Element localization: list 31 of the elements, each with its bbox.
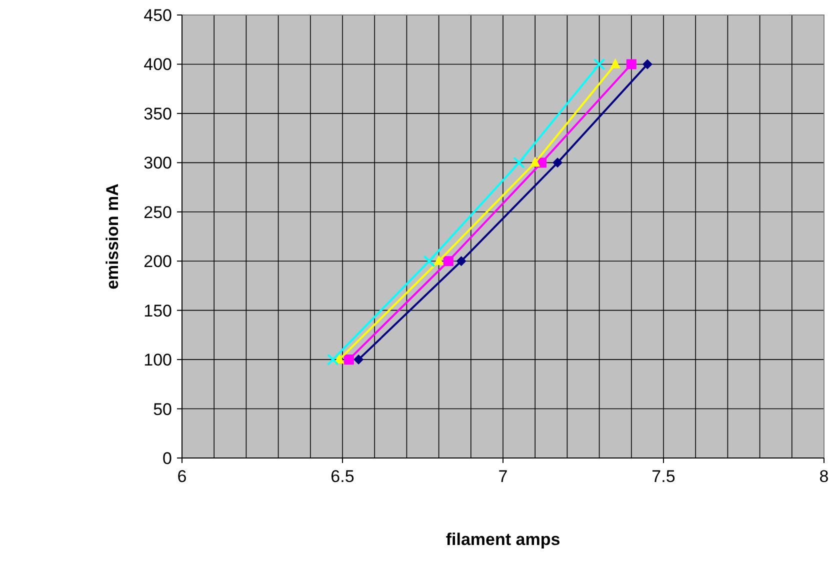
y-tick-label: 50: [153, 400, 172, 419]
y-tick-label: 200: [144, 252, 172, 272]
point: [530, 156, 540, 167]
x-tick-label: 6: [177, 467, 187, 486]
y-tick-label: 150: [144, 301, 172, 320]
x-tick-label: 7.5: [652, 467, 676, 486]
y-tick-label: 250: [144, 202, 172, 222]
point: [593, 58, 606, 70]
x-tick-label: 7: [498, 467, 508, 486]
point: [642, 59, 652, 70]
y-axis-title: emission mA: [103, 184, 122, 290]
point: [423, 255, 436, 268]
point: [326, 354, 339, 366]
y-tick-label: 300: [144, 154, 172, 173]
point: [626, 59, 636, 70]
point: [456, 256, 466, 266]
x-tick-label: 8: [819, 467, 829, 486]
y-tick-label: 450: [144, 6, 172, 25]
point: [354, 354, 364, 365]
point: [552, 158, 563, 168]
y-tick-label: 0: [162, 449, 172, 468]
x-axis-title: filament amps: [446, 530, 560, 549]
y-tick-label: 400: [144, 55, 172, 74]
y-tick-label: 100: [144, 350, 172, 370]
point: [344, 354, 354, 365]
point: [513, 156, 526, 169]
x-tick-label: 6.5: [330, 467, 354, 486]
point: [434, 255, 444, 266]
point: [610, 58, 620, 68]
y-tick-label: 350: [144, 104, 172, 124]
point: [443, 256, 454, 266]
